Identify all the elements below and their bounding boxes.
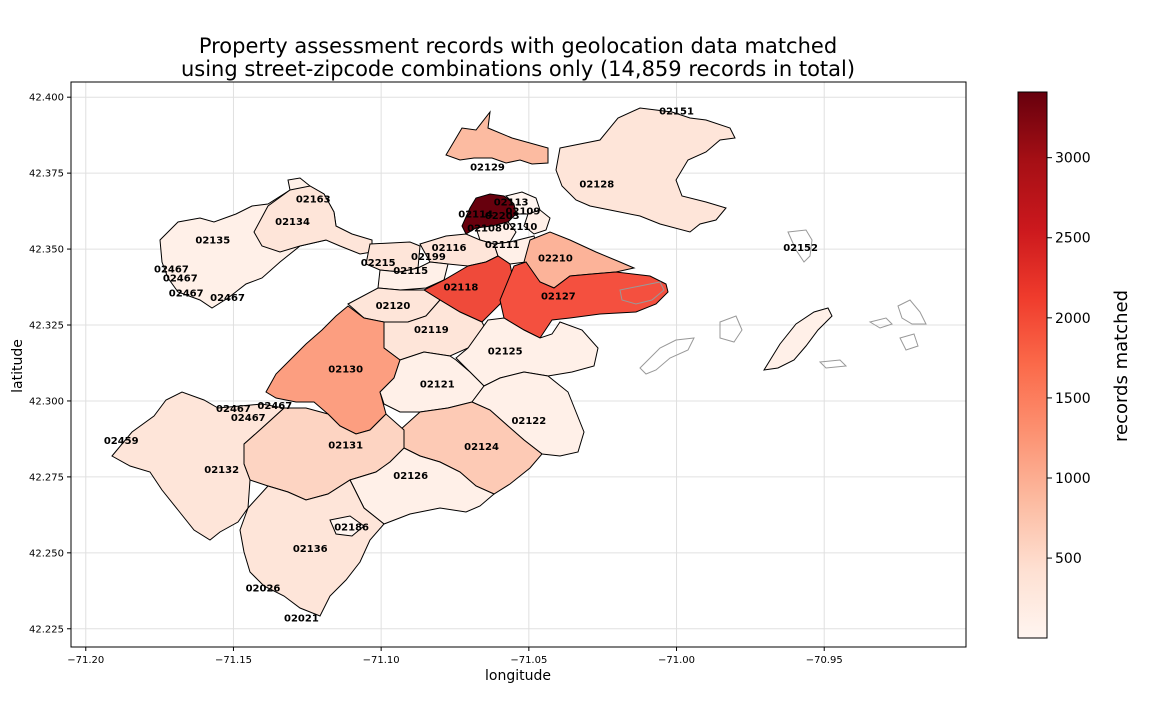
zip-label-02134: 02134 <box>275 217 310 228</box>
zip-label-02116: 02116 <box>432 243 467 254</box>
colorbar-tick-label: 3000 <box>1055 151 1091 167</box>
zip-label-02203: 02203 <box>485 211 520 222</box>
x-axis-label: longitude <box>485 668 551 684</box>
colorbar-tick-label: 500 <box>1055 551 1082 567</box>
zip-label-02215: 02215 <box>361 258 396 269</box>
region-shape-02126 <box>349 447 495 525</box>
island-shape <box>868 317 893 329</box>
colorbar-tick-label: 1000 <box>1055 471 1091 487</box>
zip-label-02459: 02459 <box>104 436 139 447</box>
x-tick-label: −71.15 <box>215 655 252 666</box>
zip-label-02121: 02121 <box>420 380 455 391</box>
zip-label-02136: 02136 <box>293 544 328 555</box>
zip-label-02128: 02128 <box>579 179 614 190</box>
colorbar-ticks: 500 1000 1500 2000 2500 3000 <box>1047 151 1091 567</box>
island-shape <box>763 307 833 371</box>
zip-labels: 02151 02129 02128 02163 02134 021130211402203… <box>104 106 818 624</box>
region-shape-02114 <box>461 193 517 235</box>
y-tick-label: 42.375 <box>29 169 64 180</box>
zip-label-02113: 02113 <box>494 197 529 208</box>
region-shape-02109 <box>523 209 551 235</box>
zip-label-02108: 02108 <box>467 223 502 234</box>
zip-label-02114: 02114 <box>458 210 493 221</box>
zip-label-02119: 02119 <box>414 325 449 336</box>
zip-label-02152: 02152 <box>783 243 818 254</box>
chart-title-line-2: using street-zipcode combinations only (… <box>181 57 855 81</box>
colorbar-gradient <box>1017 91 1048 639</box>
y-axis-ticks: 42.400 42.375 42.350 42.325 42.300 42.275 42.2… <box>29 93 71 635</box>
zip-label-02467: 02467 <box>257 401 292 412</box>
y-axis-label: latitude <box>10 339 26 393</box>
y-tick-label: 42.250 <box>29 548 64 559</box>
island-shape <box>639 337 695 375</box>
zip-label-02124: 02124 <box>464 442 499 453</box>
zip-label-02210: 02210 <box>538 254 573 265</box>
zip-label-02467: 02467 <box>169 289 204 300</box>
x-tick-label: −71.20 <box>67 655 104 666</box>
zip-label-02109: 02109 <box>506 207 541 218</box>
zip-label-02151: 02151 <box>659 106 694 117</box>
chart-title-line-1: Property assessment records with geoloca… <box>199 34 837 58</box>
island-shape <box>787 229 813 263</box>
zip-label-02110: 02110 <box>503 222 538 233</box>
zip-label-02199: 02199 <box>411 252 446 263</box>
zip-label-02125: 02125 <box>488 346 523 357</box>
region-shape-02129 <box>445 110 549 165</box>
x-tick-label: −70.95 <box>806 655 843 666</box>
zip-label-02026: 02026 <box>246 583 281 594</box>
y-tick-label: 42.350 <box>29 245 64 256</box>
zip-label-02186: 02186 <box>334 523 369 534</box>
y-tick-label: 42.400 <box>29 93 64 104</box>
island-shape <box>619 281 665 305</box>
region-shape-02186 <box>329 515 365 537</box>
zip-label-02115: 02115 <box>393 266 428 277</box>
zip-label-02131: 02131 <box>328 440 363 451</box>
colorbar-tick-label: 2000 <box>1055 311 1091 327</box>
zip-label-02111: 02111 <box>485 240 520 251</box>
zip-label-02130: 02130 <box>328 365 363 376</box>
zip-label-02120: 02120 <box>376 301 411 312</box>
zip-label-02467: 02467 <box>163 273 198 284</box>
zip-label-02467: 02467 <box>216 404 251 415</box>
y-tick-label: 42.225 <box>29 624 64 635</box>
x-axis-ticks: −71.20 −71.15 −71.10 −71.05 −71.00 −70.95 <box>67 647 843 666</box>
colorbar-label: records matched <box>1111 290 1132 442</box>
region-shape-02136 <box>239 479 385 617</box>
region-shape-02128 <box>555 107 736 233</box>
zip-label-02467: 02467 <box>231 413 266 424</box>
zip-label-02129: 02129 <box>470 163 505 174</box>
zip-label-02021: 02021 <box>284 614 319 625</box>
y-tick-label: 42.300 <box>29 396 64 407</box>
zip-label-02467: 02467 <box>210 293 245 304</box>
colorbar-tick-label: 1500 <box>1055 391 1091 407</box>
plot-area: 02151 02129 02128 02163 02134 021130211402203… <box>29 81 967 666</box>
map-regions <box>111 107 927 617</box>
island-shape <box>719 315 743 343</box>
zip-label-02126: 02126 <box>393 471 428 482</box>
region-shape-02132 <box>111 391 286 541</box>
island-shape <box>899 333 919 351</box>
y-tick-label: 42.325 <box>29 321 64 332</box>
zip-label-02118: 02118 <box>444 283 479 294</box>
x-tick-label: −71.00 <box>658 655 695 666</box>
island-shape <box>818 359 848 369</box>
plot-frame <box>70 81 967 648</box>
x-tick-label: −71.10 <box>363 655 400 666</box>
zip-label-02122: 02122 <box>511 416 546 427</box>
y-tick-label: 42.275 <box>29 472 64 483</box>
zip-label-02163: 02163 <box>296 194 331 205</box>
x-tick-label: −71.05 <box>510 655 547 666</box>
zip-label-02132: 02132 <box>204 465 239 476</box>
colorbar-tick-label: 2500 <box>1055 231 1091 247</box>
island-shape <box>897 299 927 325</box>
colorbar: 500 1000 1500 2000 2500 3000 records matched <box>1017 91 1132 639</box>
zip-label-02135: 02135 <box>195 235 230 246</box>
zip-label-02467: 02467 <box>154 264 189 275</box>
region-shape-02134 <box>253 185 373 255</box>
zip-label-02127: 02127 <box>541 292 576 303</box>
